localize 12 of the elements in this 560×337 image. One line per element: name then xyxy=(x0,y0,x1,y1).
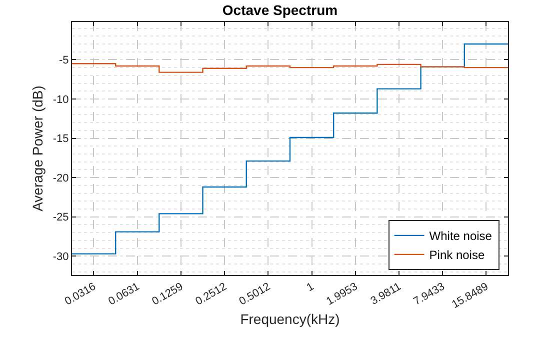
legend-label: White noise xyxy=(429,229,492,244)
y-tick-label: -10 xyxy=(52,94,69,106)
legend-label: Pink noise xyxy=(429,248,485,262)
x-tick-label: 1 xyxy=(304,280,316,294)
y-tick-label: -30 xyxy=(52,250,69,263)
y-tick-label: -15 xyxy=(52,133,69,146)
chart-title: Octave Spectrum xyxy=(222,2,338,18)
x-axis-title: Frequency(kHz) xyxy=(240,311,340,328)
y-tick-label: -5 xyxy=(59,54,69,67)
y-tick-label: -20 xyxy=(52,172,69,184)
y-axis-title: Average Power (dB) xyxy=(29,86,46,212)
y-tick-label: -25 xyxy=(52,212,69,224)
